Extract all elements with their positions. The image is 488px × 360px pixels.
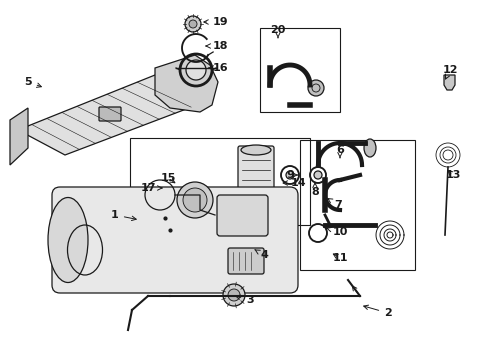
FancyBboxPatch shape	[52, 187, 297, 293]
Circle shape	[189, 20, 197, 28]
Circle shape	[223, 284, 244, 306]
Polygon shape	[155, 55, 218, 112]
Polygon shape	[443, 75, 454, 90]
Text: 16: 16	[208, 63, 227, 73]
Text: 12: 12	[441, 65, 457, 79]
Circle shape	[185, 60, 205, 80]
Circle shape	[177, 182, 213, 218]
Circle shape	[307, 80, 324, 96]
Text: 5: 5	[24, 77, 41, 87]
Polygon shape	[18, 75, 209, 155]
Circle shape	[184, 16, 201, 32]
FancyBboxPatch shape	[227, 248, 264, 274]
Text: 8: 8	[310, 183, 318, 197]
Ellipse shape	[363, 139, 375, 157]
Text: 7: 7	[327, 199, 341, 210]
Ellipse shape	[48, 198, 88, 283]
Circle shape	[200, 213, 214, 227]
FancyBboxPatch shape	[99, 107, 121, 121]
Text: 18: 18	[205, 41, 227, 51]
Text: 3: 3	[235, 295, 253, 305]
Bar	[299, 140, 414, 270]
FancyBboxPatch shape	[217, 195, 267, 236]
Text: 4: 4	[254, 249, 267, 260]
Bar	[130, 138, 309, 225]
Text: 20: 20	[270, 25, 285, 38]
Text: 6: 6	[335, 145, 343, 158]
Text: 2: 2	[363, 305, 391, 318]
Bar	[260, 28, 339, 112]
Ellipse shape	[241, 145, 270, 155]
FancyBboxPatch shape	[238, 146, 273, 205]
Text: 15: 15	[160, 173, 175, 183]
Text: 14: 14	[283, 178, 305, 188]
Circle shape	[227, 289, 240, 301]
Text: 1: 1	[111, 210, 136, 221]
Circle shape	[285, 171, 293, 179]
Circle shape	[183, 188, 206, 212]
Polygon shape	[10, 108, 28, 165]
Text: 19: 19	[203, 17, 227, 27]
Circle shape	[313, 171, 321, 179]
Text: 13: 13	[445, 170, 460, 180]
Text: 11: 11	[331, 253, 347, 263]
Text: 17: 17	[140, 183, 162, 193]
Text: 9: 9	[285, 170, 297, 180]
FancyBboxPatch shape	[234, 204, 261, 218]
Text: 10: 10	[326, 227, 347, 237]
